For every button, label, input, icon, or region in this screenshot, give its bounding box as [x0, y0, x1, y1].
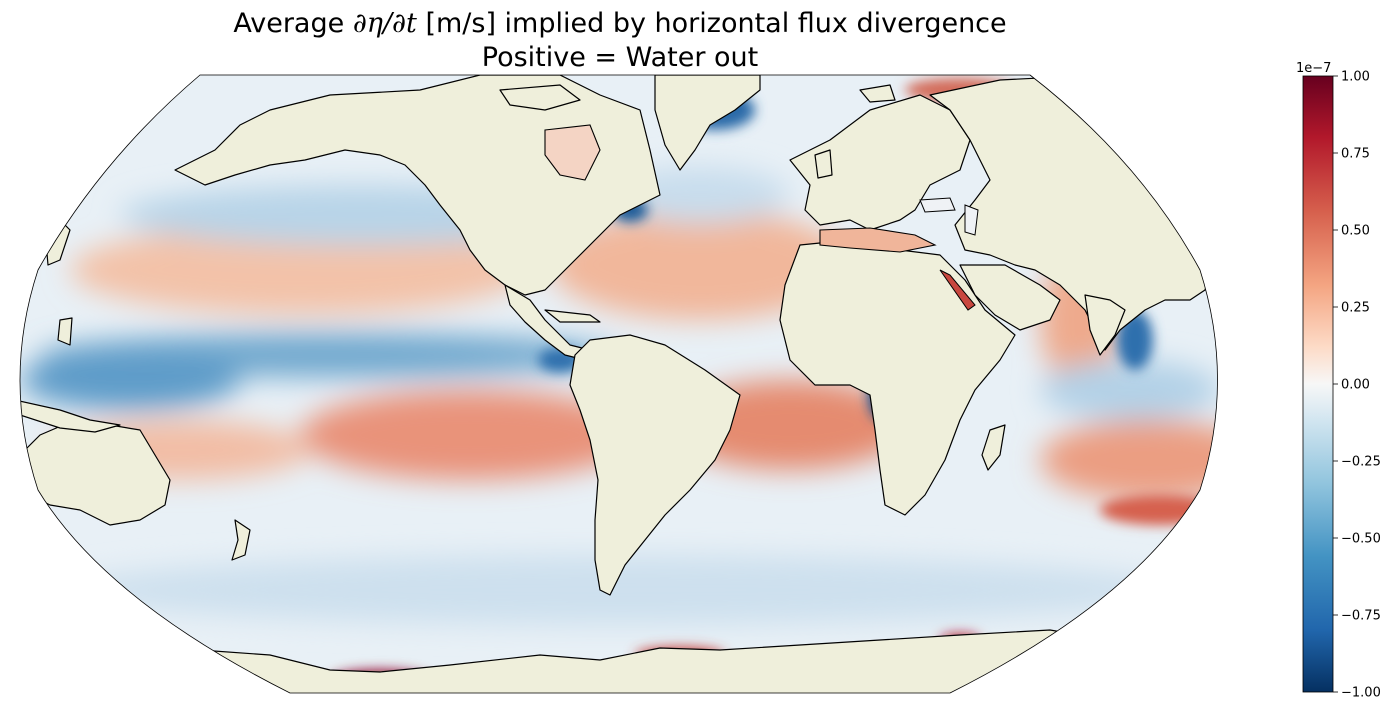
colorbar-tick-label: 0.75 [1341, 147, 1370, 162]
title-suffix: [m/s] implied by horizontal flux diverge… [416, 8, 1007, 39]
uk-land [814, 149, 833, 179]
title-symbol: ∂η/∂t [352, 8, 417, 39]
black-sea-water [919, 197, 956, 213]
map-subtitle: Positive = Water out [481, 42, 759, 73]
north-atlantic-positive-band [550, 210, 850, 320]
colorbar-tick-label: 0.00 [1341, 378, 1370, 393]
colorbar-tick-label: −0.25 [1341, 455, 1381, 470]
cuba-land [544, 309, 601, 323]
west-pacific-warm-pool-negative [20, 350, 240, 410]
madagascar-land [981, 424, 1006, 471]
caspian-sea-water [964, 204, 979, 236]
canadian-archipelago-land [499, 84, 581, 111]
indian-ocean-negative [1040, 360, 1218, 420]
colorbar-tick-label: −0.75 [1341, 609, 1381, 624]
colorbar-tick-label: 0.25 [1341, 301, 1370, 316]
new-zealand-land [231, 519, 251, 561]
ocean-field [20, 167, 1218, 625]
colorbar-gradient [1302, 75, 1334, 693]
south-america-land [569, 334, 741, 596]
africa-land [779, 239, 1016, 516]
arabia-land [959, 264, 1061, 331]
svalbard-land [859, 84, 896, 103]
map-boundary [19, 74, 1218, 694]
map-title: Average ∂η/∂t [m/s] implied by horizonta… [0, 9, 1240, 39]
india-land [1084, 294, 1126, 356]
colorbar-tick-label: 1.00 [1341, 70, 1370, 85]
southern-ocean-negative [60, 555, 1180, 625]
south-pacific-positive-band [300, 390, 640, 480]
north-america-land [174, 75, 661, 296]
mediterranean-water [819, 227, 937, 253]
colorbar-ticks: 1.00 0.75 0.50 0.25 0.00 −0.25 −0.50 −0.75 −1.00 [1333, 70, 1381, 701]
greenland-land [654, 75, 761, 171]
colorbar-tick-label: −1.00 [1341, 686, 1381, 701]
title-prefix: Average [233, 8, 353, 39]
philippines-land [57, 317, 73, 346]
red-sea-water [939, 269, 976, 311]
colorbar-multiplier: 1e−7 [1296, 61, 1331, 76]
indonesia-land [20, 399, 121, 433]
world-map [19, 74, 1218, 694]
hudson-bay-water [544, 124, 601, 181]
colorbar-tick-label: −0.50 [1341, 532, 1381, 547]
europe-land [789, 94, 971, 231]
colorbar-tick-label: 0.50 [1341, 224, 1370, 239]
north-pacific-positive-band [70, 225, 530, 315]
